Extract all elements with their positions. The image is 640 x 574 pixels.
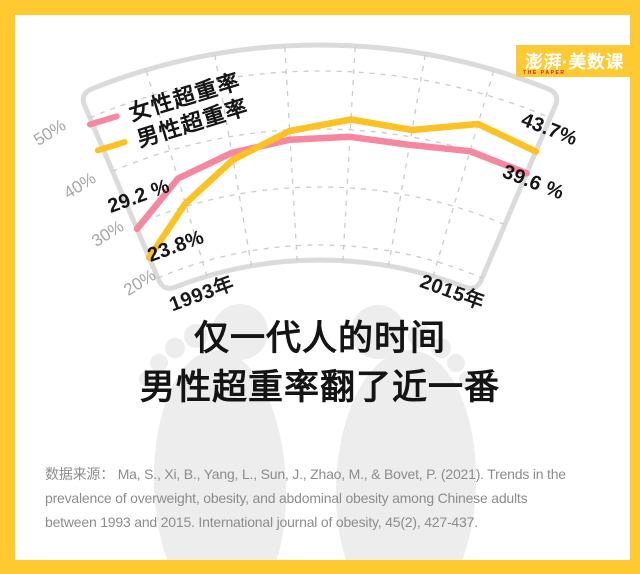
source-citation: 数据来源： Ma, S., Xi, B., Yang, L., Sun, J.,…	[45, 462, 566, 534]
logo: 澎湃·美数课 THE PAPER	[516, 45, 632, 77]
right-foot-silhouette	[335, 305, 477, 574]
logo-subtext: THE PAPER	[523, 70, 566, 76]
source-line-3: between 1993 and 2015. International jou…	[45, 514, 478, 530]
headline-line-1: 仅一代人的时间	[193, 319, 446, 358]
source-line-1: 数据来源： Ma, S., Xi, B., Yang, L., Sun, J.,…	[45, 466, 566, 482]
left-foot-silhouette	[139, 304, 287, 574]
source-line-2: prevalence of overweight, obesity, and a…	[45, 490, 528, 506]
headline-line-2: 男性超重率翻了近一番	[139, 368, 500, 407]
headline: 仅一代人的时间 男性超重率翻了近一番	[0, 314, 640, 412]
